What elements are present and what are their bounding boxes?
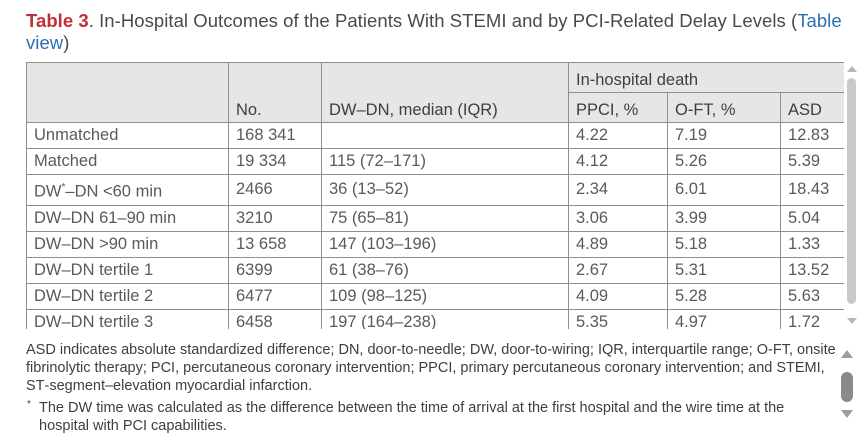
row-group-cell: Matched xyxy=(26,148,229,175)
o-ft-cell: 6.01 xyxy=(667,174,781,206)
median-cell: 197 (164–238) xyxy=(321,308,569,329)
table-row: DW*–DN <60 min 2466 36 (13–52) 2.34 6.01… xyxy=(26,174,844,206)
table-row: DW–DN tertile 1 6399 61 (38–76) 2.67 5.3… xyxy=(26,256,844,284)
o-ft-cell: 5.31 xyxy=(667,256,781,284)
asd-cell: 13.52 xyxy=(779,256,844,284)
row-group-cell: DW–DN tertile 3 xyxy=(26,308,229,329)
o-ft-cell: 4.97 xyxy=(667,308,781,329)
median-cell: 147 (103–196) xyxy=(321,230,569,258)
ppci-cell: 5.35 xyxy=(568,308,668,329)
header-count: No. xyxy=(228,62,322,123)
count-cell: 13 658 xyxy=(228,230,322,258)
ppci-cell: 2.67 xyxy=(568,256,668,284)
o-ft-cell: 3.99 xyxy=(667,204,781,232)
outcomes-table: No. DW–DN, median (IQR) In‐hospital deat… xyxy=(26,62,844,329)
count-cell: 6477 xyxy=(228,282,322,310)
table-scrollbar[interactable] xyxy=(846,62,858,328)
table-footnotes: ASD indicates absolute standardized diff… xyxy=(26,341,836,435)
outcomes-table-container[interactable]: No. DW–DN, median (IQR) In‐hospital deat… xyxy=(26,62,844,329)
asd-cell: 5.39 xyxy=(779,148,844,175)
asd-cell: 1.33 xyxy=(779,230,844,258)
asd-cell: 12.83 xyxy=(779,122,844,149)
scrollbar-thumb[interactable] xyxy=(847,78,856,304)
o-ft-cell: 7.19 xyxy=(667,122,781,149)
table-caption-text: . In‐Hospital Outcomes of the Patients W… xyxy=(88,10,798,31)
count-cell: 168 341 xyxy=(228,122,322,149)
scroll-down-arrow-icon[interactable] xyxy=(847,318,857,324)
header-in-hospital-death: In‐hospital death xyxy=(567,62,844,93)
count-cell: 6458 xyxy=(228,308,322,329)
table-row: DW–DN >90 min 13 658 147 (103–196) 4.89 … xyxy=(26,230,844,258)
row-group-cell: DW–DN tertile 2 xyxy=(26,282,229,310)
table-number-label: Table 3 xyxy=(26,10,89,31)
header-ppci: PPCI, % xyxy=(568,92,668,123)
median-cell: 36 (13–52) xyxy=(321,174,569,206)
median-cell: 61 (38–76) xyxy=(321,256,569,284)
ppci-cell: 2.34 xyxy=(568,174,668,206)
o-ft-cell: 5.18 xyxy=(667,230,781,258)
abbreviations-note: ASD indicates absolute standardized diff… xyxy=(26,342,836,395)
asd-cell: 1.72 xyxy=(779,308,844,329)
asd-cell: 5.04 xyxy=(779,204,844,232)
row-group-cell: Unmatched xyxy=(26,122,229,149)
footnote-scroll-up-icon[interactable] xyxy=(841,350,853,358)
dw-time-note: * The DW time was calculated as the diffe… xyxy=(26,399,836,435)
ppci-cell: 4.22 xyxy=(568,122,668,149)
table-row: DW–DN tertile 3 6458 197 (164–238) 5.35 … xyxy=(26,308,844,329)
footnote-scrollbar[interactable] xyxy=(839,348,855,428)
table-row: DW–DN 61–90 min 3210 75 (65–81) 3.06 3.9… xyxy=(26,204,844,232)
median-cell: 109 (98–125) xyxy=(321,282,569,310)
median-cell: 75 (65–81) xyxy=(321,204,569,232)
footnote-marker[interactable]: * xyxy=(61,182,66,193)
asd-cell: 18.43 xyxy=(779,174,844,206)
header-dw-dn-median: DW–DN, median (IQR) xyxy=(321,62,569,123)
count-cell: 2466 xyxy=(228,174,322,206)
ppci-cell: 4.09 xyxy=(568,282,668,310)
row-group-cell: DW–DN tertile 1 xyxy=(26,256,229,284)
dw-time-note-text: The DW time was calculated as the differ… xyxy=(39,399,785,434)
row-group-cell: DW*–DN <60 min xyxy=(26,174,229,206)
count-cell: 3210 xyxy=(228,204,322,232)
header-group-label xyxy=(26,62,229,123)
count-cell: 19 334 xyxy=(228,148,322,175)
footnote-scroll-down-icon[interactable] xyxy=(841,410,853,418)
asd-cell: 5.63 xyxy=(779,282,844,310)
table-row: Matched 19 334 115 (72–171) 4.12 5.26 5.… xyxy=(26,148,844,175)
row-group-cell: DW–DN 61–90 min xyxy=(26,204,229,232)
table-view-link[interactable]: Table view xyxy=(26,10,842,53)
count-cell: 6399 xyxy=(228,256,322,284)
table-row: DW–DN tertile 2 6477 109 (98–125) 4.09 5… xyxy=(26,282,844,310)
o-ft-cell: 5.28 xyxy=(667,282,781,310)
table-caption-close: ) xyxy=(63,32,70,53)
scroll-up-arrow-icon[interactable] xyxy=(847,66,857,72)
ppci-cell: 4.12 xyxy=(568,148,668,175)
ppci-cell: 4.89 xyxy=(568,230,668,258)
median-cell: 115 (72–171) xyxy=(321,148,569,175)
o-ft-cell: 5.26 xyxy=(667,148,781,175)
footnote-scrollbar-thumb[interactable] xyxy=(841,372,853,402)
table-row: Unmatched 168 341 4.22 7.19 12.83 xyxy=(26,122,844,149)
header-o-ft: O‐FT, % xyxy=(667,92,781,123)
median-cell xyxy=(321,122,569,149)
ppci-cell: 3.06 xyxy=(568,204,668,232)
header-asd: ASD xyxy=(779,92,844,123)
dw-suffix: –DN <60 min xyxy=(65,182,163,201)
table-title: Table 3. In‐Hospital Outcomes of the Pat… xyxy=(26,10,861,54)
row-group-cell: DW–DN >90 min xyxy=(26,230,229,258)
footnote-marker-note: * xyxy=(27,398,31,410)
dw-prefix: DW xyxy=(34,182,62,201)
